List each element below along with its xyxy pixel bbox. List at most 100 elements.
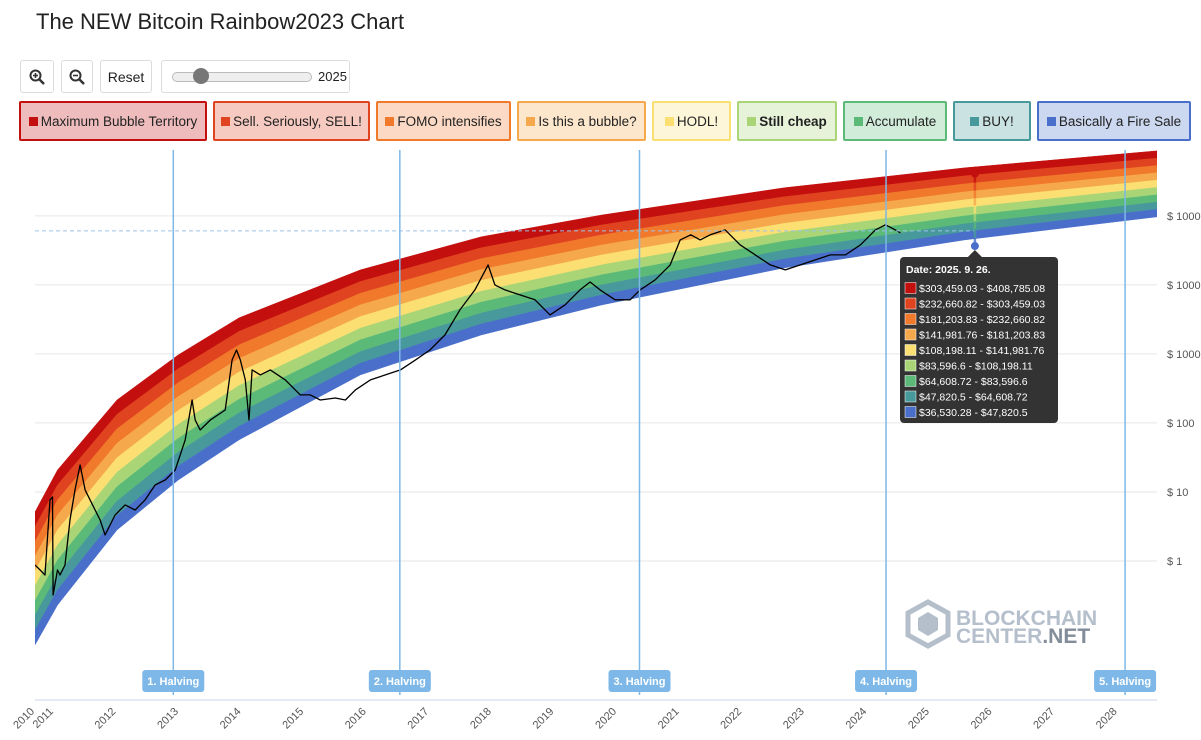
tooltip-row: $181,203.83 - $232,660.82: [919, 314, 1045, 326]
tooltip-swatch: [904, 359, 917, 372]
tooltip-swatch: [904, 406, 917, 418]
legend-swatch: [853, 116, 863, 126]
year-slider[interactable]: 2025: [161, 60, 350, 93]
tooltip-swatch: [904, 282, 917, 294]
y-tick-label: $ 1000: [1167, 211, 1201, 223]
x-tick-label: 2026: [969, 706, 995, 732]
tooltip-marker-top: [970, 169, 979, 178]
halving-label: 5. Halving: [1099, 676, 1151, 688]
legend-item[interactable]: Sell. Seriously, SELL!: [213, 101, 370, 141]
legend-item[interactable]: Is this a bubble?: [517, 101, 646, 141]
tooltip-row: $303,459.03 - $408,785.08: [919, 283, 1045, 295]
legend-label: Basically a Fire Sale: [1058, 113, 1182, 129]
legend-swatch: [747, 116, 757, 126]
chart-title: The NEW Bitcoin Rainbow2023 Chart: [36, 9, 405, 34]
reset-button[interactable]: Reset: [100, 60, 152, 93]
x-tick-label: 2020: [593, 706, 619, 732]
legend-item[interactable]: Maximum Bubble Territory: [19, 101, 207, 141]
legend-label: FOMO intensifies: [397, 113, 502, 129]
x-tick-label: 2016: [343, 706, 369, 732]
tooltip-pointer: [967, 250, 982, 257]
x-tick-label: 2027: [1031, 706, 1057, 732]
zoom-in-button[interactable]: [20, 60, 54, 93]
x-tick-label: 2014: [218, 706, 244, 732]
watermark-center: CENTER: [956, 625, 1042, 648]
tooltip-swatch: [904, 390, 917, 403]
tooltip-row: $141,981.76 - $181,203.83: [919, 330, 1045, 342]
watermark-logo: [905, 599, 951, 649]
tooltip-row: $36,530.28 - $47,820.5: [919, 407, 1028, 419]
x-tick-label: 2015: [280, 706, 306, 732]
tooltip-date: Date: 2025. 9. 26.: [906, 264, 991, 276]
x-tick-label: 2013: [155, 706, 181, 732]
tooltip-row: $232,660.82 - $303,459.03: [919, 299, 1045, 311]
halving-label: 2. Halving: [374, 676, 426, 688]
tooltip-marker-bottom: [970, 242, 979, 251]
slider-value: 2025: [318, 69, 347, 84]
tooltip-row: $83,596.6 - $108,198.11: [919, 361, 1033, 373]
halving-label-box: [855, 670, 918, 692]
legend-item[interactable]: BUY!: [953, 101, 1031, 141]
x-tick-label: 2019: [531, 706, 557, 732]
tooltip-swatch: [904, 344, 917, 356]
halving-label-box: [368, 670, 431, 692]
price-line: [35, 224, 901, 596]
tooltip-row: $108,198.11 - $141,981.76: [919, 345, 1044, 357]
legend-item[interactable]: Accumulate: [843, 101, 947, 141]
y-tick-label: $ 1000: [1167, 349, 1201, 361]
rainbow-band: [35, 209, 1157, 646]
tooltip-swatch: [904, 375, 917, 387]
zoom-out-button[interactable]: [61, 60, 93, 93]
halving-label: 3. Halving: [614, 676, 666, 688]
x-tick-label: 2017: [406, 706, 432, 732]
legend-label: Maximum Bubble Territory: [40, 113, 198, 129]
tooltip-row: $64,608.72 - $83,596.6: [919, 376, 1028, 388]
legend-swatch: [221, 116, 231, 126]
zoom-in-icon: [29, 69, 45, 85]
x-tick-label: 2011: [31, 706, 56, 731]
slider-thumb[interactable]: [193, 67, 209, 84]
halving-label-box: [142, 670, 205, 692]
legend-swatch: [664, 116, 674, 126]
legend-item[interactable]: FOMO intensifies: [376, 101, 511, 141]
watermark: BLOCKCHAIN CENTER.NET: [905, 599, 1097, 649]
y-tick-label: $ 1000: [1167, 280, 1201, 292]
slider-track: [172, 67, 312, 84]
legend-swatch: [385, 116, 395, 126]
legend-swatch: [526, 116, 536, 126]
legend-label: Accumulate: [865, 113, 937, 129]
x-tick-label: 2018: [468, 706, 494, 732]
legend-swatch: [28, 116, 38, 126]
halving-label-box: [1094, 670, 1157, 692]
y-tick-label: $ 1: [1167, 556, 1182, 568]
watermark-line1: BLOCKCHAIN: [956, 607, 1097, 630]
legend: Maximum Bubble Territory Sell. Seriously,…: [19, 101, 1191, 141]
x-tick-label: 2012: [93, 706, 119, 732]
x-tick-label: 2024: [844, 706, 870, 732]
y-tick-label: $ 100: [1167, 418, 1195, 430]
x-tick-label: 2025: [906, 706, 932, 732]
legend-label: Still cheap: [759, 113, 827, 129]
halving-label: 4. Halving: [860, 676, 912, 688]
tooltip-swatch: [904, 328, 917, 341]
halving-label: 1. Halving: [147, 676, 199, 688]
legend-swatch: [970, 116, 980, 126]
legend-label: HODL!: [676, 113, 719, 129]
x-tick-label: 2021: [656, 706, 682, 732]
legend-item[interactable]: Still cheap: [737, 101, 837, 141]
watermark-line2: CENTER.NET: [956, 625, 1090, 648]
x-tick-label: 2022: [718, 706, 744, 732]
tooltip: Date: 2025. 9. 26. $303,459.03 - $408,785…: [900, 250, 1058, 423]
tooltip-swatch: [904, 313, 917, 325]
watermark-suffix: .NET: [1042, 625, 1090, 648]
legend-item[interactable]: Basically a Fire Sale: [1037, 101, 1191, 141]
legend-label: Is this a bubble?: [538, 113, 637, 129]
legend-swatch: [1046, 116, 1056, 126]
y-tick-label: $ 10: [1167, 487, 1188, 499]
tooltip-swatch: [904, 297, 917, 310]
legend-item[interactable]: HODL!: [652, 101, 731, 141]
tooltip-row: $47,820.5 - $64,608.72: [919, 392, 1028, 404]
watermark-logo-core: [918, 612, 938, 636]
